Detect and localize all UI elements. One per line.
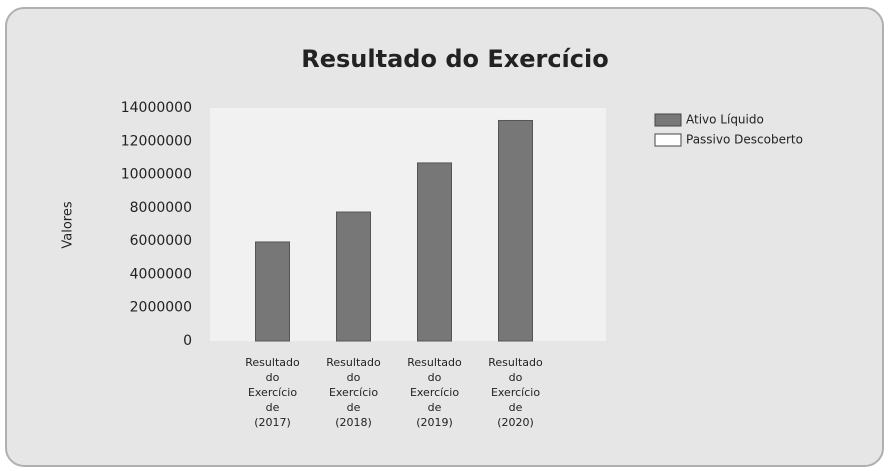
x-tick-label: Resultado do Exercício de (2019) [407,356,462,429]
bar [336,211,371,342]
legend-label: Passivo Descoberto [686,133,803,147]
x-tick-line: Exercício [410,386,459,399]
x-tick-label: Resultado do Exercício de (2020) [488,356,543,429]
y-tick-label: 10000000 [121,167,192,183]
x-tick-line: do [509,371,523,384]
y-tick-label: 14000000 [121,100,192,116]
x-tick-line: Exercício [248,386,297,399]
x-tick-line: (2019) [416,416,453,429]
x-tick-line: Exercício [329,386,378,399]
x-tick-label: Resultado do Exercício de (2018) [326,356,381,429]
x-tick-line: (2017) [254,416,291,429]
x-tick-line: do [347,371,361,384]
x-tick-line: Exercício [491,386,540,399]
y-tick-label: 2000000 [130,300,192,316]
x-tick-label: Resultado do Exercício de (2017) [245,356,300,429]
x-tick-line: de [428,401,442,414]
x-tick-line: do [428,371,442,384]
y-tick-label: 8000000 [130,200,192,216]
bar [498,119,533,342]
x-tick-line: de [266,401,280,414]
y-tick-label: 12000000 [121,133,192,149]
bar [255,241,290,342]
legend-swatch [654,133,682,147]
legend-label: Ativo Líquido [686,113,764,127]
y-axis-label: Valores [61,201,76,248]
x-tick-line: (2018) [335,416,372,429]
y-tick-label: 6000000 [130,233,192,249]
x-tick-line: Resultado [488,356,543,369]
chart-title: Resultado do Exercício [301,45,608,73]
bar [417,162,452,342]
y-tick-label: 4000000 [130,266,192,282]
x-tick-line: (2020) [497,416,534,429]
legend-swatch [654,113,682,127]
x-tick-line: Resultado [245,356,300,369]
x-tick-line: de [347,401,361,414]
x-tick-line: Resultado [326,356,381,369]
x-tick-line: de [509,401,523,414]
x-tick-line: do [266,371,280,384]
x-tick-line: Resultado [407,356,462,369]
y-tick-label: 0 [183,333,192,349]
